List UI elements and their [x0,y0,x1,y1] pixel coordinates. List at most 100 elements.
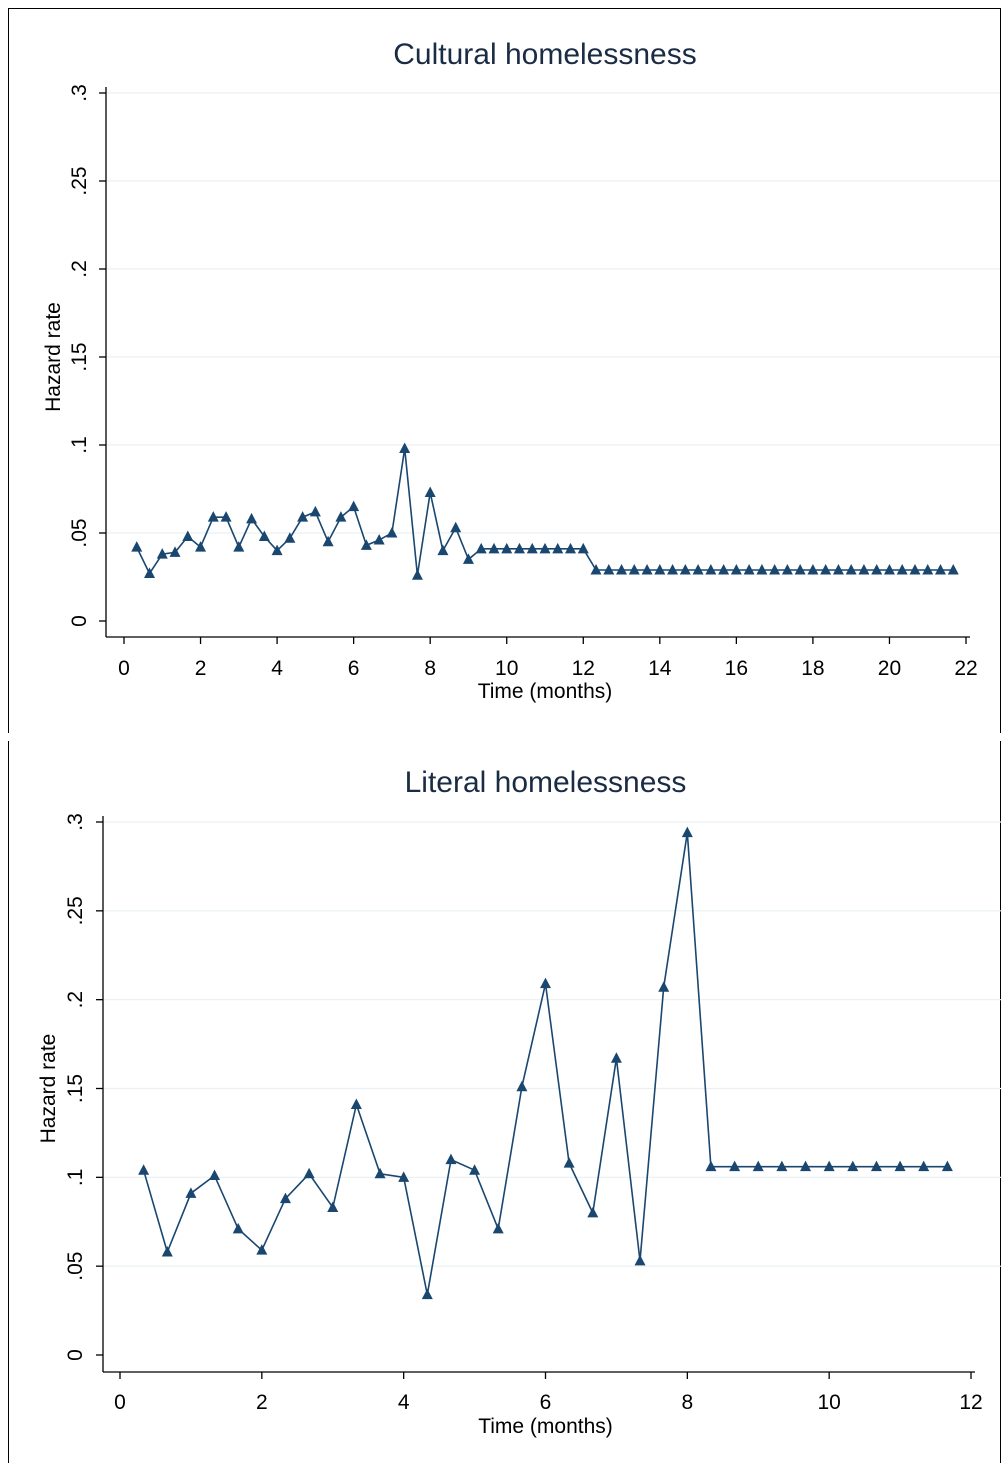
x-tick-label: 2 [195,657,207,680]
data-point [516,1080,528,1092]
data-point [718,563,730,575]
x-tick-label: 6 [540,1391,552,1414]
data-point [195,541,207,552]
data-point [437,544,449,556]
data-point [628,563,640,575]
data-point [590,563,602,575]
data-point [207,511,219,522]
data-point [232,1222,244,1234]
data-point [565,542,577,554]
data-point [350,1098,362,1109]
x-tick-label: 0 [114,1391,126,1414]
data-point [475,542,487,554]
data-point [870,1160,882,1172]
data-point [577,542,589,554]
data-point [832,563,844,575]
y-tick-label: .3 [64,813,87,831]
data-point [918,1160,930,1172]
data-point [144,567,156,578]
data-point [634,1254,646,1266]
x-tick-label: 20 [878,657,901,680]
y-tick-label: .1 [68,436,91,454]
data-point [781,563,793,575]
data-point [220,511,232,522]
data-point [729,1160,741,1172]
data-point [450,521,462,533]
data-point [411,569,423,580]
data-point [947,563,959,575]
data-point [820,563,832,575]
y-tick-label: .25 [64,896,87,925]
data-point [271,544,283,556]
data-point [182,530,194,542]
data-point [858,563,870,575]
data-point [156,548,168,559]
x-tick-label: 6 [348,657,360,680]
data-point [776,1160,788,1172]
data-point [138,1164,150,1175]
data-point [941,1160,953,1172]
data-point [246,512,258,524]
chart-frame [8,8,1001,734]
data-point [552,542,564,554]
series-line [135,448,954,576]
x-tick-label: 10 [495,657,518,680]
y-tick-label: 0 [64,1349,87,1361]
y-tick-label: .2 [68,260,91,278]
x-tick-label: 10 [817,1391,840,1414]
data-point [258,530,270,542]
x-axis-label: Time (months) [478,680,613,703]
chart-frame [8,741,1001,1463]
x-tick-label: 4 [271,657,283,680]
data-point [794,563,806,575]
data-point [161,1245,173,1257]
y-tick-label: .15 [68,342,91,371]
data-point [705,563,717,575]
data-point [492,1222,504,1234]
x-tick-label: 8 [681,1391,693,1414]
series-line [142,832,948,1295]
y-tick-label: .2 [64,991,87,1009]
data-point [421,1288,433,1300]
x-axis-label: Time (months) [478,1415,613,1438]
data-point [398,1171,410,1182]
data-point [327,1201,339,1213]
x-tick-label: 18 [801,657,824,680]
data-point [658,981,670,992]
data-point [526,542,538,554]
data-point [185,1187,197,1198]
data-point [335,511,347,522]
y-axis-label: Hazard rate [37,1034,60,1144]
data-point [348,500,360,512]
data-point [616,563,628,575]
data-point [256,1244,268,1255]
data-point [233,541,245,552]
data-point [934,563,946,575]
data-point [756,563,768,575]
data-point [847,1160,859,1172]
data-point [360,539,372,550]
data-point [679,563,691,575]
data-point [279,1192,291,1204]
x-tick-label: 0 [118,657,130,680]
chart-title: Literal homelessness [405,766,687,799]
data-point [730,563,742,575]
y-tick-label: .25 [68,166,91,195]
data-point [894,1160,906,1172]
data-point [445,1153,457,1165]
x-tick-label: 14 [648,657,672,680]
y-tick-label: .15 [64,1074,87,1103]
chart-svg-cultural: 0 .05 .1 .15 .2 .25 .3 0 2 4 6 8 10 12 14 16 18 20 22 Cultu… [42,38,1000,703]
chart-svg-literal: 0 .05 .1 .15 .2 .25 .3 0 2 4 6 8 10 12 Literal homeles… [37,766,1001,1438]
x-tick-label: 2 [256,1391,268,1414]
data-point [488,542,500,554]
data-point [845,563,857,575]
data-point [807,563,819,575]
data-point [322,535,334,547]
data-point [297,511,309,522]
data-point [373,534,385,545]
x-tick-label: 12 [572,657,595,680]
data-point [769,563,781,575]
y-axis-label: Hazard rate [42,302,65,412]
data-point [603,563,615,575]
